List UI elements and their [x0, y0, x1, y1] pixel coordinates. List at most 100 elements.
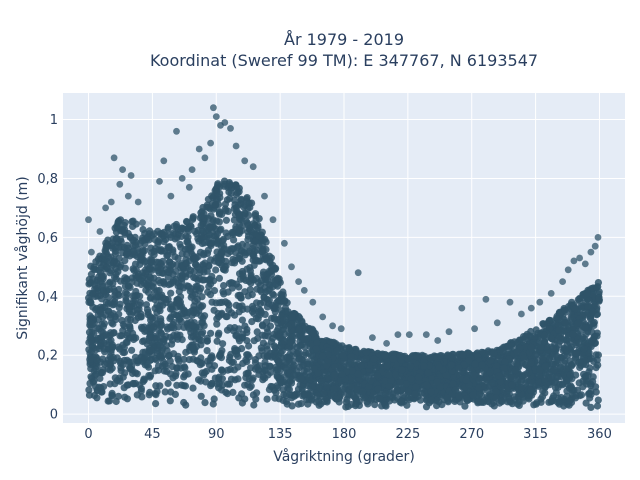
- data-point: [210, 306, 218, 314]
- data-point: [396, 378, 404, 386]
- data-point: [242, 276, 250, 284]
- data-point: [535, 371, 543, 379]
- data-point: [178, 224, 186, 232]
- data-point: [165, 281, 173, 289]
- data-point: [105, 397, 114, 405]
- data-point: [224, 246, 232, 254]
- data-point: [206, 357, 214, 365]
- data-point: [541, 363, 549, 371]
- data-point: [198, 359, 206, 367]
- data-point: [145, 236, 153, 244]
- data-point: [218, 210, 226, 218]
- data-point: [549, 397, 557, 405]
- outlier-point-0: [85, 216, 92, 224]
- data-point: [512, 359, 521, 367]
- data-point: [146, 264, 154, 272]
- data-point: [381, 352, 389, 360]
- x-tick-label-7: 315: [523, 427, 548, 442]
- data-point: [197, 392, 205, 400]
- data-point: [238, 390, 246, 398]
- data-point: [373, 372, 381, 380]
- data-point: [567, 361, 576, 369]
- data-point: [164, 295, 172, 303]
- data-point: [411, 390, 419, 398]
- data-point: [288, 313, 296, 321]
- data-point: [152, 391, 160, 399]
- data-point: [300, 335, 308, 344]
- data-point: [100, 287, 108, 295]
- data-point: [469, 391, 477, 399]
- data-point: [164, 379, 172, 387]
- x-tick-label-0: 0: [84, 427, 92, 442]
- data-point: [192, 306, 200, 314]
- data-point: [182, 256, 190, 264]
- data-point: [561, 319, 569, 327]
- data-point: [201, 259, 209, 267]
- outlier-point-10: [134, 198, 142, 206]
- data-point: [492, 362, 500, 370]
- outlier-point-34: [295, 278, 302, 285]
- data-point: [455, 392, 463, 400]
- data-point: [231, 324, 239, 332]
- data-point: [180, 355, 188, 363]
- data-point: [92, 258, 100, 266]
- data-point: [492, 394, 500, 402]
- data-point: [555, 333, 563, 341]
- outlier-point-31: [269, 216, 277, 224]
- data-point: [128, 278, 136, 286]
- data-point: [173, 381, 181, 389]
- data-point: [330, 371, 339, 379]
- data-point: [137, 252, 145, 260]
- data-point: [152, 382, 160, 390]
- data-point: [543, 380, 551, 388]
- data-point: [486, 368, 494, 376]
- data-point: [303, 368, 311, 376]
- data-point: [85, 275, 93, 284]
- data-point: [127, 311, 135, 319]
- data-point: [253, 389, 261, 397]
- data-point: [249, 244, 257, 253]
- data-point: [204, 288, 212, 296]
- data-point: [338, 370, 346, 378]
- data-point: [165, 244, 173, 252]
- data-point: [545, 316, 554, 324]
- data-point: [201, 399, 209, 407]
- y-tick-label-2: 0,4: [37, 290, 58, 305]
- data-point: [90, 263, 98, 271]
- data-point: [255, 308, 263, 316]
- data-point: [174, 323, 182, 331]
- data-point: [280, 298, 288, 306]
- outlier-point-40: [354, 269, 362, 277]
- data-point: [296, 314, 304, 322]
- data-point: [105, 285, 114, 294]
- data-point: [136, 299, 144, 307]
- data-point: [510, 393, 519, 401]
- data-point: [129, 247, 138, 255]
- data-point: [584, 371, 592, 379]
- data-point: [342, 344, 350, 352]
- data-point: [139, 337, 147, 346]
- data-point: [264, 371, 272, 379]
- data-point: [138, 393, 146, 401]
- data-point: [88, 328, 96, 336]
- data-point: [112, 397, 120, 406]
- data-point: [413, 353, 421, 361]
- data-point: [164, 268, 172, 276]
- outlier-point-30: [261, 192, 268, 200]
- data-point: [122, 296, 130, 305]
- data-point: [478, 361, 486, 369]
- data-point: [474, 398, 482, 406]
- data-point: [198, 293, 206, 301]
- data-point: [522, 343, 530, 351]
- data-point: [88, 320, 96, 329]
- data-point: [166, 333, 174, 341]
- data-point: [221, 205, 229, 213]
- data-point: [309, 330, 317, 338]
- data-point: [106, 269, 114, 277]
- outlier-point-11: [139, 219, 146, 227]
- data-point: [235, 211, 243, 220]
- data-point: [471, 360, 479, 368]
- data-point: [153, 308, 161, 316]
- data-point: [292, 391, 300, 399]
- data-point: [228, 358, 236, 367]
